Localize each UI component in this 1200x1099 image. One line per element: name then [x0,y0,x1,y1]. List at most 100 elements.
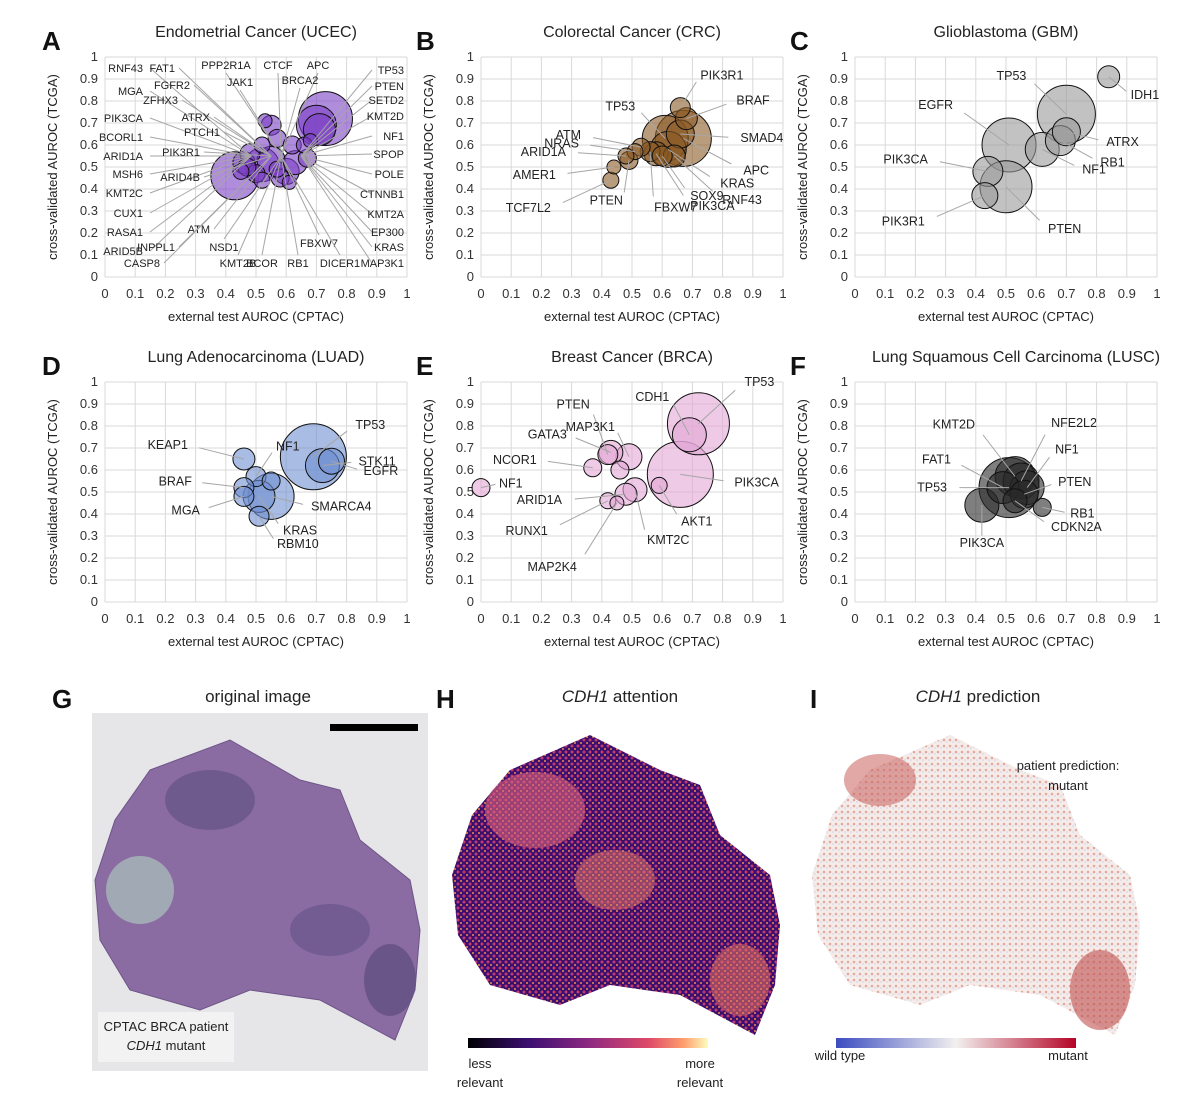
y-tick-label: 0.8 [830,418,848,433]
y-tick-label: 0.1 [80,572,98,587]
x-tick-label: 0.9 [744,286,762,301]
chart-title: Breast Cancer (BRCA) [551,349,713,366]
leader-line [280,72,319,157]
y-tick-label: 0.2 [456,550,474,565]
bubble-extra [610,460,630,480]
leader-line [149,155,252,252]
y-tick-label: 0.1 [830,572,848,587]
gene-label-stk11: STK11 [358,455,395,469]
gene-label-pten: PTEN [590,193,623,207]
gene-label: MGA [118,86,144,98]
leader-line [149,155,252,194]
gene-label: DICER1 [320,258,360,270]
y-tick-label: 1 [91,49,98,64]
gene-label-atrx: ATRX [1106,135,1139,149]
gene-label-nf1: NF1 [276,440,300,454]
x-tick-label: 0 [101,611,108,626]
attention-colorbar [468,1038,708,1048]
x-tick-label: 1 [1153,611,1160,626]
x-tick-label: 0.6 [653,286,671,301]
leader-line [277,72,282,157]
leader-line [667,148,711,178]
x-tick-label: 1 [779,286,786,301]
prediction-hotspot [1070,950,1130,1030]
gene-label-pik3ca: PIK3CA [690,199,735,213]
gene-label: KMT2B [220,258,257,270]
colorbar-left-line2: relevant [457,1075,504,1090]
x-tick-label: 0.3 [563,611,581,626]
gene-label-sox9: SOX9 [690,189,723,203]
chart-title: Lung Squamous Cell Carcinoma (LUSC) [872,349,1160,366]
leader-line [300,135,373,157]
leader-line [982,434,1016,477]
panel-label-g: G [52,684,72,714]
gene-label-pik3r1: PIK3R1 [700,69,743,83]
leader-line [1042,148,1075,166]
leader-line [683,137,732,165]
chart-title: Glioblastoma (GBM) [934,24,1079,41]
x-tick-label: 0.5 [997,611,1015,626]
y-tick-label: 0.8 [456,418,474,433]
leader-line [658,485,678,515]
leader-line [280,155,299,256]
panel-h: H CDH1 attention less relevant more rele… [436,684,780,1090]
gene-label-mga: MGA [171,503,200,517]
gene-label-keap1: KEAP1 [148,438,188,452]
gene-label-kmt2d: KMT2D [933,418,975,432]
y-axis-label: cross-validated AUROC (TCGA) [795,74,810,260]
y-axis-label: cross-validated AUROC (TCGA) [795,399,810,585]
gene-label: RNF43 [108,63,143,75]
gene-label: JAK1 [227,77,253,89]
y-axis-label: cross-validated AUROC (TCGA) [421,399,436,585]
x-tick-label: 0.9 [1118,286,1136,301]
leader-line [300,155,373,215]
bubble-fat1 [257,113,273,129]
leader-line [270,495,304,505]
leader-line [939,161,988,172]
leader-line [163,155,272,264]
leader-line [149,155,252,214]
y-tick-label: 0.5 [80,159,98,174]
leader-line [661,155,686,189]
gene-label-kmt2c: KMT2C [647,533,689,547]
x-tick-label: 0.8 [1088,286,1106,301]
x-tick-label: 0.1 [502,611,520,626]
x-tick-label: 0.3 [937,611,955,626]
gene-label-nras: NRAS [544,137,579,151]
gene-label-amer1: AMER1 [513,168,556,182]
gene-label: ATRX [181,112,210,124]
colorbar-left-line1: less [468,1056,492,1071]
x-tick-label: 0.5 [247,611,265,626]
chart-panel-f: F Lung Squamous Cell Carcinoma (LUSC) 00 0.… [790,349,1161,649]
leader-line [1005,186,1040,221]
x-tick-label: 0.8 [1088,611,1106,626]
x-axis-label: external test AUROC (CPTAC) [918,634,1094,649]
x-tick-label: 0.7 [683,286,701,301]
x-tick-label: 0.1 [502,286,520,301]
panel-i: I CDH1 prediction patient prediction: mu… [810,684,1140,1063]
leader-line [255,452,273,477]
x-tick-label: 0 [851,611,858,626]
leader-line [149,117,252,157]
panel-g: G original image CPTAC BRCA patient CDH1… [52,684,428,1071]
leader-line [202,482,244,489]
y-tick-label: 0.3 [456,203,474,218]
x-tick-label: 0.8 [338,611,356,626]
x-tick-label: 0.1 [876,286,894,301]
leader-line [300,155,373,195]
prediction-hotspot [844,754,916,806]
panel-label-i: I [810,684,817,714]
x-tick-label: 0 [477,611,484,626]
gene-label: PTEN [375,81,404,93]
x-tick-label: 0.7 [683,611,701,626]
x-tick-label: 0.5 [623,611,641,626]
tissue-region [364,944,416,1016]
y-tick-label: 0.2 [80,225,98,240]
leader-line [258,515,274,539]
y-tick-label: 0.9 [830,396,848,411]
y-tick-label: 0.5 [456,484,474,499]
y-tick-label: 0.1 [80,247,98,262]
caption-gene: CDH1 [127,1038,162,1053]
leader-line [936,195,986,217]
y-tick-label: 0.3 [80,528,98,543]
